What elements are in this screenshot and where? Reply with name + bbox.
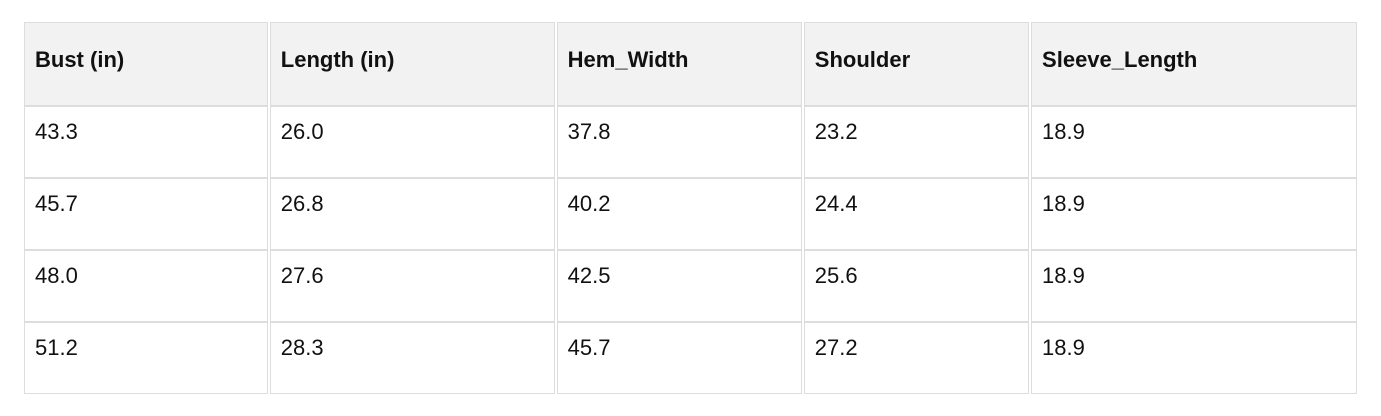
size-chart-table: Bust (in) Length (in) Hem_Width Shoulder…	[22, 22, 1359, 394]
table-cell: 43.3	[24, 106, 268, 178]
table-cell: 26.0	[269, 106, 555, 178]
header-row: Bust (in) Length (in) Hem_Width Shoulder…	[24, 22, 1357, 106]
table-cell: 27.6	[269, 250, 555, 322]
table-cell: 40.2	[556, 178, 802, 250]
table-header: Bust (in) Length (in) Hem_Width Shoulder…	[24, 22, 1357, 106]
table-cell: 24.4	[803, 178, 1030, 250]
column-header-hem-width: Hem_Width	[556, 22, 802, 106]
table-row: 45.7 26.8 40.2 24.4 18.9	[24, 178, 1357, 250]
column-header-length: Length (in)	[269, 22, 555, 106]
table-cell: 45.7	[556, 322, 802, 394]
table-cell: 48.0	[24, 250, 268, 322]
table-cell: 27.2	[803, 322, 1030, 394]
table-cell: 18.9	[1031, 106, 1357, 178]
table-cell: 23.2	[803, 106, 1030, 178]
table-row: 43.3 26.0 37.8 23.2 18.9	[24, 106, 1357, 178]
table-cell: 45.7	[24, 178, 268, 250]
column-header-bust: Bust (in)	[24, 22, 268, 106]
column-header-sleeve-length: Sleeve_Length	[1031, 22, 1357, 106]
table-cell: 26.8	[269, 178, 555, 250]
table-cell: 37.8	[556, 106, 802, 178]
column-header-shoulder: Shoulder	[803, 22, 1030, 106]
table-cell: 18.9	[1031, 322, 1357, 394]
table-row: 48.0 27.6 42.5 25.6 18.9	[24, 250, 1357, 322]
table-row: 51.2 28.3 45.7 27.2 18.9	[24, 322, 1357, 394]
table-cell: 51.2	[24, 322, 268, 394]
table-cell: 18.9	[1031, 250, 1357, 322]
table-cell: 42.5	[556, 250, 802, 322]
table-cell: 28.3	[269, 322, 555, 394]
table-cell: 18.9	[1031, 178, 1357, 250]
table-body: 43.3 26.0 37.8 23.2 18.9 45.7 26.8 40.2 …	[24, 106, 1357, 394]
table-cell: 25.6	[803, 250, 1030, 322]
